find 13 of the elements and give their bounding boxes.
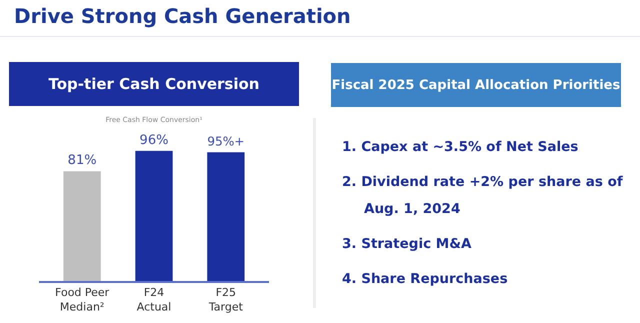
text: 1. Capex at ~3.5% of Net Sales (342, 138, 580, 157)
text: 4. Share Repurchases (342, 270, 509, 289)
data-label: 95%+ (207, 134, 245, 148)
text: 2. Dividend rate +2% per share as of Aug. 1, 2024 (342, 173, 624, 219)
data-label: 96% (140, 132, 168, 148)
x-tick-label: Food Peer Median² (55, 286, 110, 314)
x-tick-label: F25 Target (208, 286, 244, 314)
data-label: 81% (68, 153, 97, 168)
chart-title: Top-tier Cash Conversion (9, 62, 299, 106)
x-tick-label: F24 Actual (136, 286, 172, 314)
text: 3. Strategic M&A (342, 235, 472, 254)
text: Fiscal 2025 Capital Allocation Priorities (331, 63, 621, 107)
text: Drive Strong Cash Generation (14, 4, 351, 28)
